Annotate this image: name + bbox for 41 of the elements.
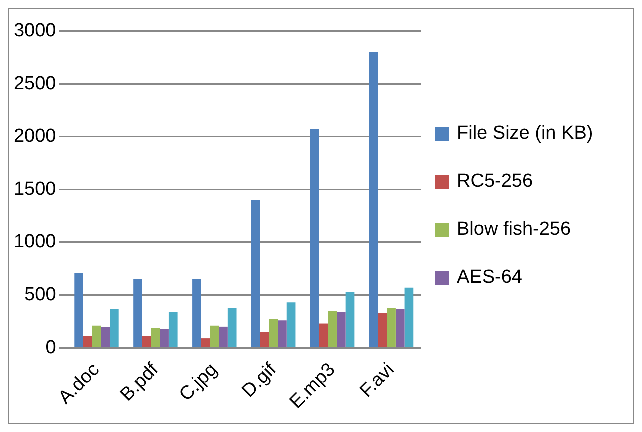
bar (151, 328, 160, 348)
y-tick-label: 500 (24, 284, 56, 306)
y-tick-label: 3000 (14, 20, 56, 42)
bar (286, 302, 296, 348)
bar (83, 336, 92, 348)
y-tick-label: 1500 (14, 178, 56, 200)
y-tick-label: 0 (46, 337, 56, 358)
bar (160, 329, 169, 348)
bar (201, 338, 210, 348)
bar (378, 313, 388, 348)
bar (278, 320, 287, 348)
bar (387, 308, 396, 348)
bar (101, 326, 110, 348)
bar (168, 312, 178, 348)
bar (74, 273, 84, 348)
bar (192, 279, 202, 348)
bar (269, 320, 278, 348)
bar (134, 279, 142, 348)
legend-label: AES-64 (457, 266, 522, 290)
bar (396, 308, 405, 348)
bar (228, 308, 237, 348)
y-tick-label: 1000 (14, 232, 56, 253)
bar (328, 311, 337, 348)
bar (142, 336, 152, 348)
bar (260, 332, 270, 348)
legend-label: Blow fish-256 (457, 218, 572, 242)
bar (346, 292, 355, 348)
legend-label: RC5-256 (457, 170, 534, 194)
bar (310, 130, 320, 348)
bar (404, 288, 414, 348)
legend-label: File Size (in KB) (457, 122, 594, 146)
bar (210, 326, 220, 348)
bar (319, 324, 328, 348)
bar (219, 326, 228, 348)
bar (92, 326, 102, 348)
bar (369, 52, 378, 348)
bar (336, 312, 346, 348)
bar (252, 200, 260, 348)
y-tick-label: 2500 (14, 73, 56, 94)
y-tick-label: 2000 (14, 126, 56, 148)
bar (110, 308, 119, 348)
